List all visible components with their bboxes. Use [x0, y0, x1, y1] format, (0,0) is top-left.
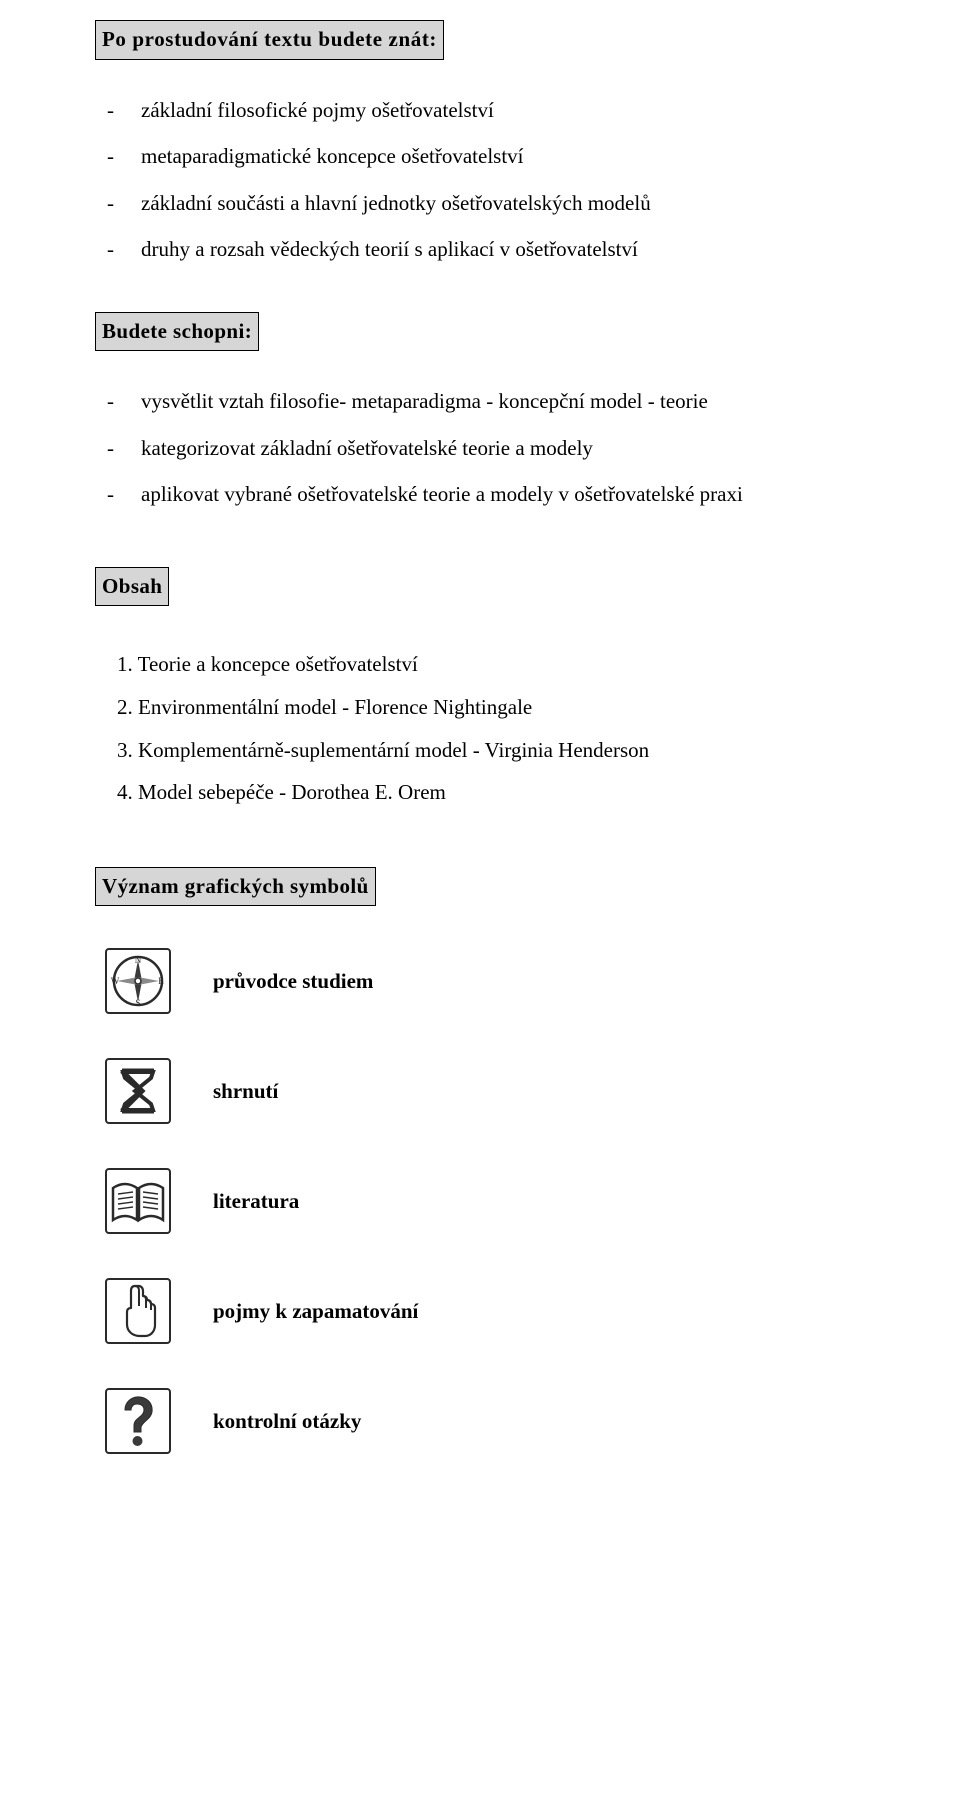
list-item: 2. Environmentální model - Florence Nigh… — [117, 691, 865, 724]
list-item-text: kategorizovat základní ošetřovatelské te… — [141, 436, 593, 460]
list-item: základní součásti a hlavní jednotky ošet… — [95, 187, 865, 220]
section-header-symbols: Význam grafických symbolů — [95, 867, 376, 907]
book-icon — [103, 1166, 173, 1236]
list-item-text: Model sebepéče - Dorothea E. Orem — [138, 780, 446, 804]
list-item-text: Environmentální model - Florence Nightin… — [138, 695, 532, 719]
list-item-text: Komplementárně-suplementární model - Vir… — [138, 738, 649, 762]
symbol-label: shrnutí — [213, 1075, 278, 1108]
section-header-able-to: Budete schopni: — [95, 312, 259, 352]
list-item: základní filosofické pojmy ošetřovatelst… — [95, 94, 865, 127]
compass-icon: N S W E — [103, 946, 173, 1016]
symbol-row: kontrolní otázky — [95, 1386, 865, 1456]
symbol-label: pojmy k zapamatování — [213, 1295, 418, 1328]
list-item-text: aplikovat vybrané ošetřovatelské teorie … — [141, 482, 743, 506]
symbols-list: N S W E průvodce studiem shrnutí — [95, 946, 865, 1456]
section-title: Obsah — [102, 574, 162, 598]
list-item: vysvětlit vztah filosofie- metaparadigma… — [95, 385, 865, 418]
symbol-row: literatura — [95, 1166, 865, 1236]
contents-list: 1. Teorie a koncepce ošetřovatelství 2. … — [117, 648, 865, 808]
symbol-label: literatura — [213, 1185, 299, 1218]
list-item: 3. Komplementárně-suplementární model - … — [117, 734, 865, 767]
symbol-label: kontrolní otázky — [213, 1405, 361, 1438]
symbol-row: pojmy k zapamatování — [95, 1276, 865, 1346]
list-item-text: metaparadigmatické koncepce ošetřovatels… — [141, 144, 524, 168]
list-item: 4. Model sebepéče - Dorothea E. Orem — [117, 776, 865, 809]
list-item: metaparadigmatické koncepce ošetřovatels… — [95, 140, 865, 173]
section-title: Po prostudování textu budete znát: — [102, 27, 437, 51]
list-item: aplikovat vybrané ošetřovatelské teorie … — [95, 478, 865, 511]
list-item-text: základní součásti a hlavní jednotky ošet… — [141, 191, 651, 215]
symbol-row: shrnutí — [95, 1056, 865, 1126]
section-header-contents: Obsah — [95, 567, 169, 607]
able-to-list: vysvětlit vztah filosofie- metaparadigma… — [95, 385, 865, 511]
section-title: Význam grafických symbolů — [102, 874, 369, 898]
symbol-row: N S W E průvodce studiem — [95, 946, 865, 1016]
symbol-label: průvodce studiem — [213, 965, 373, 998]
list-item: kategorizovat základní ošetřovatelské te… — [95, 432, 865, 465]
list-item: 1. Teorie a koncepce ošetřovatelství — [117, 648, 865, 681]
list-item-text: Teorie a koncepce ošetřovatelství — [138, 652, 418, 676]
svg-text:E: E — [158, 976, 164, 986]
section-title: Budete schopni: — [102, 319, 252, 343]
list-item-text: druhy a rozsah vědeckých teorií s aplika… — [141, 237, 638, 261]
list-item-text: vysvětlit vztah filosofie- metaparadigma… — [141, 389, 708, 413]
section-header-after-reading: Po prostudování textu budete znát: — [95, 20, 444, 60]
list-item: druhy a rozsah vědeckých teorií s aplika… — [95, 233, 865, 266]
list-item-text: základní filosofické pojmy ošetřovatelst… — [141, 98, 494, 122]
after-reading-list: základní filosofické pojmy ošetřovatelst… — [95, 94, 865, 266]
hand-icon — [103, 1276, 173, 1346]
question-icon — [103, 1386, 173, 1456]
sigma-icon — [103, 1056, 173, 1126]
